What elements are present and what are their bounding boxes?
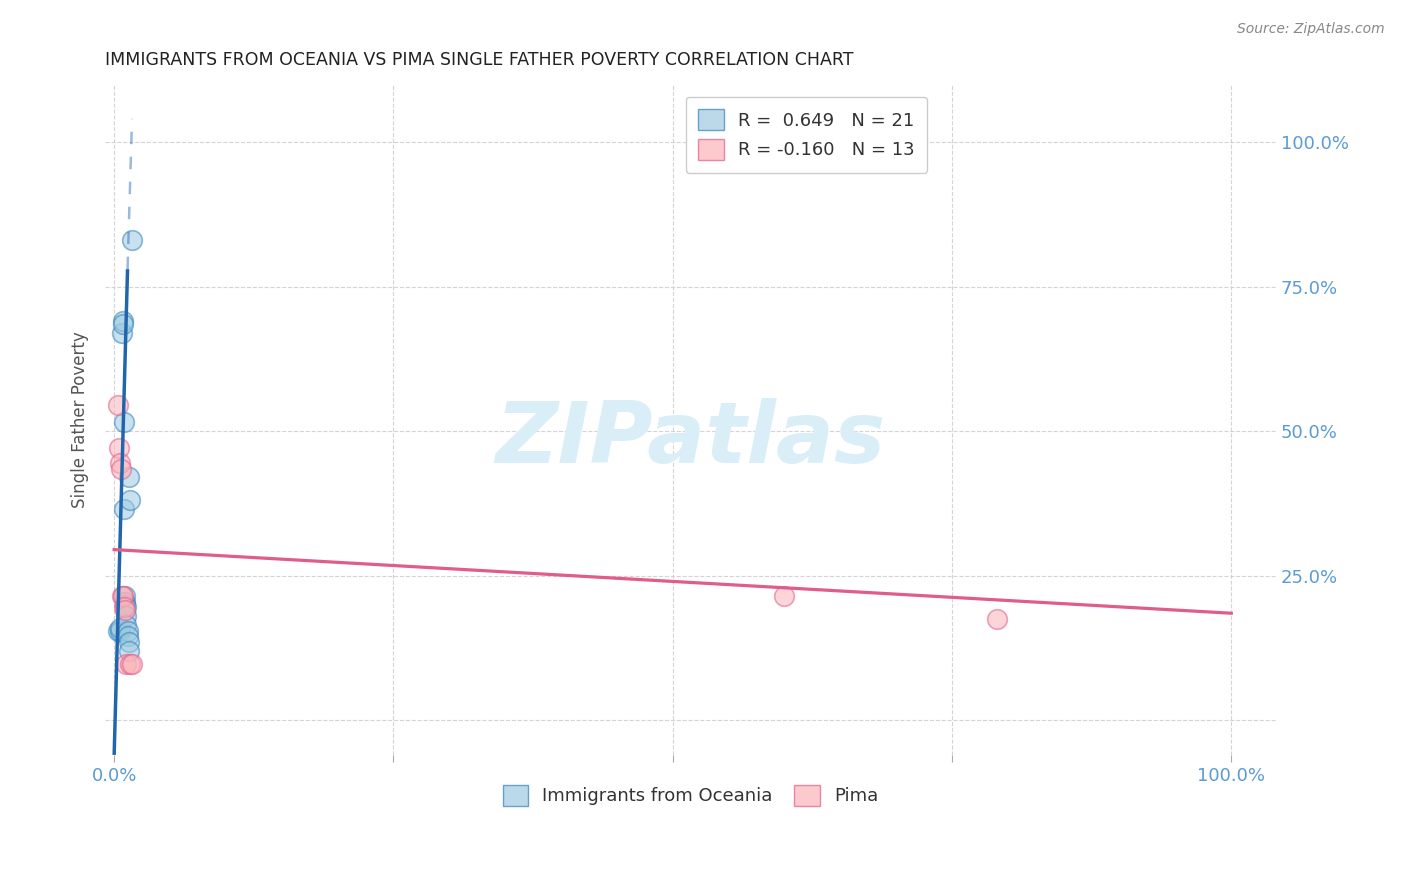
Point — [118, 657, 141, 671]
Point — [107, 398, 129, 412]
Point — [111, 326, 134, 340]
Point — [112, 600, 135, 615]
Point — [111, 589, 134, 603]
Point — [121, 657, 143, 671]
Point — [986, 612, 1008, 626]
Point — [114, 589, 136, 603]
Point — [118, 644, 141, 658]
Text: ZIPatlas: ZIPatlas — [495, 398, 886, 481]
Point — [112, 589, 135, 603]
Point — [107, 624, 129, 638]
Point — [108, 621, 131, 635]
Point — [118, 493, 141, 508]
Point — [118, 470, 141, 484]
Point — [112, 317, 135, 331]
Point — [118, 635, 141, 649]
Point — [121, 233, 143, 247]
Point — [117, 624, 139, 638]
Point — [115, 600, 138, 615]
Text: IMMIGRANTS FROM OCEANIA VS PIMA SINGLE FATHER POVERTY CORRELATION CHART: IMMIGRANTS FROM OCEANIA VS PIMA SINGLE F… — [105, 51, 853, 69]
Point — [112, 314, 135, 328]
Point — [115, 617, 138, 632]
Point — [773, 589, 796, 603]
Point — [114, 598, 136, 612]
Point — [114, 603, 136, 617]
Legend: Immigrants from Oceania, Pima: Immigrants from Oceania, Pima — [495, 778, 886, 813]
Point — [112, 416, 135, 430]
Point — [117, 629, 139, 643]
Point — [108, 456, 131, 470]
Y-axis label: Single Father Poverty: Single Father Poverty — [72, 331, 89, 508]
Point — [115, 657, 138, 671]
Point — [108, 624, 131, 638]
Point — [110, 461, 132, 475]
Point — [114, 595, 136, 609]
Point — [115, 609, 138, 624]
Point — [107, 442, 129, 456]
Text: Source: ZipAtlas.com: Source: ZipAtlas.com — [1237, 22, 1385, 37]
Point — [112, 502, 135, 516]
